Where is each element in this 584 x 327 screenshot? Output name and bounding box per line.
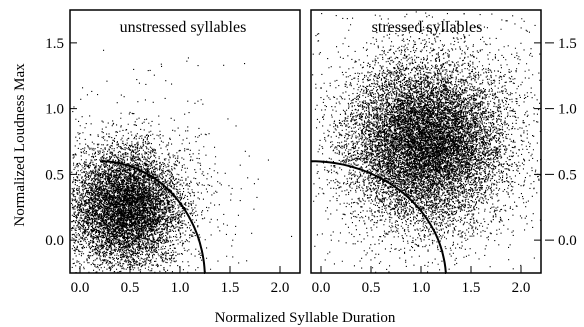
panel-unstressed: unstressed syllables 0.0 0.5 1.0 1.5 2.00.00… <box>45 9 301 296</box>
x-tick-label: 0.0 <box>71 280 90 296</box>
panel-title-stressed: stressed syllables <box>372 19 483 36</box>
boundary-curve-stressed <box>310 160 447 274</box>
y-tick-label: 1.5 <box>558 36 577 52</box>
x-tick-label: 1.5 <box>462 280 481 296</box>
panel-title-unstressed: unstressed syllables <box>120 19 247 36</box>
scatter-points <box>71 49 293 274</box>
x-tick-label: 2.0 <box>512 280 531 296</box>
x-axis-label: Normalized Syllable Duration <box>215 310 396 326</box>
x-tick-label: 0.5 <box>121 280 140 296</box>
y-tick-label: 1.5 <box>45 36 64 52</box>
y-tick-label: 1.0 <box>558 102 577 118</box>
y-tick-label: 0.5 <box>558 167 577 183</box>
points-unstressed <box>71 49 293 274</box>
scatter-points <box>312 11 542 273</box>
panel-frame <box>69 9 301 274</box>
y-tick-label: 0.0 <box>558 233 577 249</box>
boundary-curve-unstressed <box>99 160 206 274</box>
ticks-stressed: 0.0 0.5 1.0 1.5 2.0 0.0 0.5 1.0 1.5 <box>312 36 577 296</box>
panel-frame <box>310 9 542 274</box>
y-axis-label: Normalized Loudness Max <box>12 63 28 227</box>
ticks-unstressed: 0.0 0.5 1.0 1.5 2.0 0.0 0.5 1.0 1.5 <box>45 36 289 296</box>
x-tick-label: 1.0 <box>171 280 190 296</box>
y-tick-label: 0.5 <box>45 167 64 183</box>
y-tick-label: 1.0 <box>45 102 64 118</box>
y-tick-label: 0.0 <box>45 233 64 249</box>
panel-stressed: stressed syllables 0.0 0.5 1.0 1.5 2.0 0.0 0.5… <box>310 9 577 296</box>
points-stressed <box>312 11 542 273</box>
x-tick-label: 1.5 <box>221 280 240 296</box>
x-tick-label: 0.0 <box>312 280 331 296</box>
x-tick-label: 1.0 <box>412 280 431 296</box>
x-tick-label: 0.5 <box>362 280 381 296</box>
x-tick-label: 2.0 <box>271 280 290 296</box>
